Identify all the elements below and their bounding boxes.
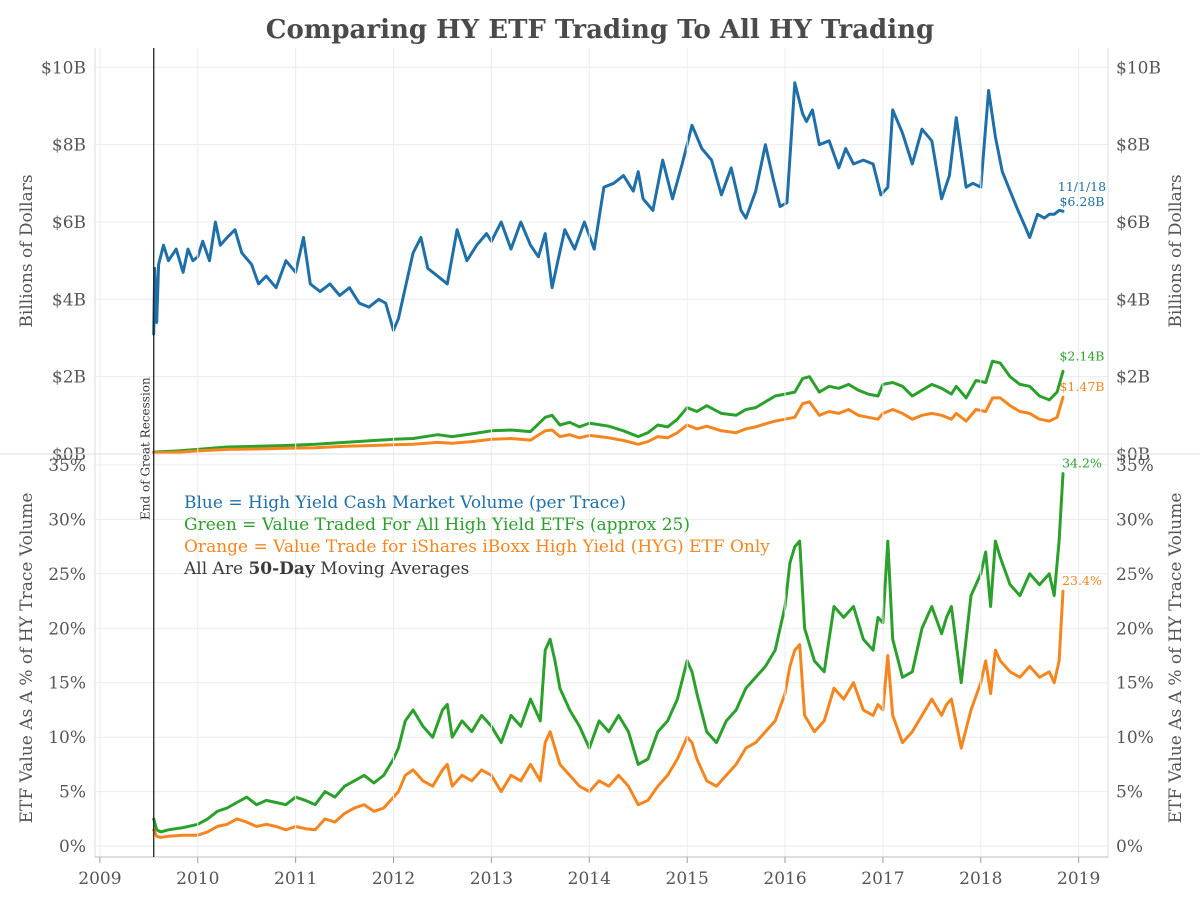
top-y-tick-label: $4B <box>52 290 86 310</box>
legend-green: Green = Value Traded For All High Yield … <box>184 515 690 535</box>
legend-note-bold: 50-Day <box>248 559 315 579</box>
bottom-y-tick-label: 25% <box>48 565 86 585</box>
top-y-tick-label: $2B <box>1116 368 1150 388</box>
top-y-tick-label: $8B <box>1116 136 1150 156</box>
top-green-line <box>152 359 1065 454</box>
bottom-y-ticks-right: 0% 5% 10% 15% 20% 25% 30% 35% <box>1116 456 1154 857</box>
x-tick-label: 2011 <box>274 869 317 889</box>
legend-orange: Orange = Value Trade for iShares iBoxx H… <box>184 537 770 557</box>
x-tick-label: 2018 <box>959 869 1002 889</box>
bottom-y-tick-label: 20% <box>48 619 86 639</box>
x-tick-label: 2012 <box>372 869 415 889</box>
bottom-y-tick-label: 10% <box>1116 728 1154 748</box>
bottom-gridlines <box>95 464 1108 847</box>
green-end-pct-label: 34.2% <box>1062 456 1102 471</box>
bottom-y-tick-label: 15% <box>48 674 86 694</box>
chart-title: Comparing HY ETF Trading To All HY Tradi… <box>266 15 934 45</box>
top-y-tick-label: $2B <box>52 368 86 388</box>
bottom-y-tick-label: 0% <box>1116 837 1143 857</box>
bottom-orange-line <box>152 589 1065 839</box>
bottom-y-tick-label: 30% <box>48 510 86 530</box>
legend-note-prefix: All Are <box>183 559 248 579</box>
recession-marker-label: End of Great Recession <box>139 377 153 520</box>
top-panel: $0B $2B $4B $6B $8B $10B $0B $2B $4B $6B $8B $10B <box>41 58 1161 465</box>
bottom-y-tick-label: 20% <box>1116 619 1154 639</box>
orange-end-value-label: $1.47B <box>1059 379 1104 394</box>
bottom-y-tick-label: 5% <box>59 783 86 803</box>
bottom-y-tick-label: 35% <box>48 456 86 476</box>
x-tick-label: 2015 <box>666 869 709 889</box>
legend-note: All Are 50-Day Moving Averages <box>183 559 469 579</box>
blue-end-date-label: 11/1/18 <box>1058 179 1106 194</box>
top-y-tick-label: $8B <box>52 136 86 156</box>
bottom-y-tick-label: 5% <box>1116 783 1143 803</box>
bottom-series <box>152 472 1065 839</box>
bottom-panel: 0% 5% 10% 15% 20% 25% 30% 35% 0% 5% 10% 15% 20% 25% 3… <box>48 456 1154 857</box>
bottom-y-ticks-left: 0% 5% 10% 15% 20% 25% 30% 35% <box>48 456 86 857</box>
top-y-tick-label: $0B <box>52 445 86 465</box>
x-tick-label: 2010 <box>176 869 219 889</box>
bottom-green-line <box>152 472 1065 834</box>
bottom-y-tick-label: 35% <box>1116 456 1154 476</box>
top-y-tick-label: $10B <box>41 58 86 78</box>
bottom-y-tick-label: 25% <box>1116 565 1154 585</box>
blue-end-value-label: $6.28B <box>1059 194 1104 209</box>
top-y-ticks-right: $0B $2B $4B $6B $8B $10B <box>1116 58 1161 465</box>
bottom-y-tick-label: 10% <box>48 728 86 748</box>
bottom-y-tick-label: 0% <box>59 837 86 857</box>
x-tick-label: 2014 <box>568 869 611 889</box>
top-y-tick-label: $10B <box>1116 58 1161 78</box>
legend-note-suffix: Moving Averages <box>315 559 470 579</box>
top-y-ticks-left: $0B $2B $4B $6B $8B $10B <box>41 58 86 465</box>
x-axis: 2009 2010 2011 2012 2013 2014 2015 2016 2017 2018… <box>78 48 1100 889</box>
top-blue-line <box>152 81 1065 336</box>
green-end-value-label: $2.14B <box>1059 348 1104 363</box>
x-tick-label: 2019 <box>1057 869 1100 889</box>
top-y-axis-title-left: Billions of Dollars <box>17 174 37 327</box>
x-tick-label: 2016 <box>763 869 806 889</box>
top-y-tick-label: $0B <box>1116 445 1150 465</box>
top-series <box>152 81 1065 455</box>
bottom-y-tick-label: 30% <box>1116 510 1154 530</box>
x-tick-label: 2013 <box>470 869 513 889</box>
x-tick-label: 2017 <box>861 869 904 889</box>
orange-end-pct-label: 23.4% <box>1062 573 1102 588</box>
legend: Blue = High Yield Cash Market Volume (pe… <box>183 493 770 579</box>
top-y-tick-label: $6B <box>52 213 86 233</box>
bottom-y-axis-title-right: ETF Value As A % of HY Trace Volume <box>1166 493 1186 824</box>
top-y-tick-label: $6B <box>1116 213 1150 233</box>
top-orange-line <box>152 395 1065 455</box>
top-y-axis-title-right: Billions of Dollars <box>1166 174 1186 327</box>
top-y-tick-label: $4B <box>1116 290 1150 310</box>
x-tick-label: 2009 <box>78 869 121 889</box>
legend-blue: Blue = High Yield Cash Market Volume (pe… <box>184 493 626 513</box>
bottom-y-tick-label: 15% <box>1116 674 1154 694</box>
bottom-y-axis-title-left: ETF Value As A % of HY Trace Volume <box>17 493 37 824</box>
